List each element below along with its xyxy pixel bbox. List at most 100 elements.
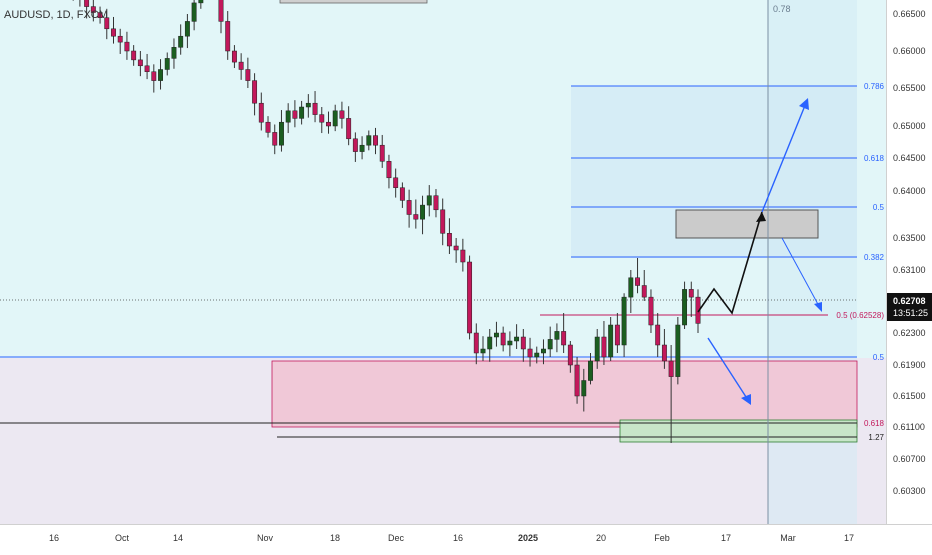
candle-body (393, 177, 399, 188)
candle-body (346, 118, 352, 140)
candle-body (272, 132, 278, 146)
candle-body (520, 336, 526, 350)
candle-body (218, 0, 224, 22)
bullish-arrowhead (799, 98, 809, 110)
fib-lower-label: 1.27 (868, 433, 884, 442)
candle-body (574, 364, 580, 397)
candle-body (621, 296, 627, 346)
demand-zone (271, 360, 858, 428)
candle-body (641, 285, 647, 298)
price-tick-label: 0.64500 (893, 153, 926, 163)
candle-body (487, 336, 493, 350)
candle-body (581, 380, 587, 397)
candle-body (117, 35, 123, 43)
price-tag-countdown: 13:51:25 (893, 308, 928, 318)
candle-body (440, 209, 446, 234)
candle-body (332, 110, 338, 127)
candle-body (493, 332, 499, 338)
bearish-arrowhead (741, 394, 751, 405)
time-tick-label: 14 (173, 533, 183, 543)
retracement-arrow (781, 237, 821, 309)
price-tick-label: 0.61500 (893, 391, 926, 401)
resistance-zone (675, 209, 819, 239)
candle-body (97, 12, 103, 18)
price-tick-label: 0.60300 (893, 486, 926, 496)
candle-body (541, 348, 546, 354)
candle-body (319, 114, 325, 123)
top-box (279, 0, 428, 4)
price-tag-value: 0.62708 (893, 296, 926, 306)
candle-body (90, 6, 96, 13)
candle-body (547, 339, 553, 350)
projection-path (697, 211, 763, 315)
price-tick-label: 0.62300 (893, 328, 926, 338)
candle-body (695, 296, 701, 324)
reference-level-label: 0.5 (0.62528) (836, 311, 884, 320)
candle-body (238, 61, 244, 70)
candle-body (379, 144, 385, 162)
time-tick-label: 17 (721, 533, 731, 543)
candle-body (514, 336, 520, 342)
candle-body (225, 21, 231, 52)
time-tick-label: 20 (596, 533, 606, 543)
candle-body (588, 360, 593, 381)
candle-body (184, 21, 190, 37)
candle-body (245, 69, 251, 81)
candle-body (507, 340, 513, 346)
price-tick-label: 0.63500 (893, 233, 926, 243)
fib-level-label: 0.786 (864, 82, 885, 91)
candle-body (252, 80, 258, 104)
candle-body (158, 69, 163, 81)
candle-body (373, 135, 378, 146)
candle-body (299, 106, 305, 119)
candle-body (144, 65, 150, 72)
price-tick-label: 0.60700 (893, 454, 926, 464)
candle-body (661, 344, 667, 362)
candle-body (554, 331, 560, 340)
candle-body (231, 50, 237, 63)
candle-body (628, 277, 634, 298)
candle-body (279, 121, 284, 146)
candle-body (366, 135, 372, 146)
time-tick-label: Feb (654, 533, 670, 543)
candle-body (178, 35, 184, 48)
time-tick-label: Dec (388, 533, 405, 543)
candle-body (399, 187, 405, 201)
retracement-arrowhead (814, 302, 822, 312)
candle-body (191, 2, 197, 22)
candle-body (292, 110, 298, 119)
candle-body (655, 324, 661, 346)
bearish-arrow (707, 337, 749, 401)
vertical-marker-zone (768, 0, 857, 524)
time-tick-label: Mar (780, 533, 796, 543)
fib-lines: 0.786 0.618 0.5 0.382 0.5 0.618 1.27 (0, 82, 885, 442)
candle-body (285, 110, 291, 123)
candle-body (561, 331, 567, 346)
price-tick-label: 0.63100 (893, 265, 926, 275)
candle-body (312, 102, 318, 115)
fib-level-label: 0.382 (864, 253, 885, 262)
time-tick-label: 2025 (518, 533, 538, 543)
candle-body (359, 144, 365, 152)
candle-body (527, 348, 533, 358)
candle-body (124, 41, 130, 52)
symbol-label: AUDUSD, 1D, FXCM (4, 9, 108, 21)
price-axis[interactable] (887, 0, 932, 524)
candle-body (614, 324, 620, 346)
price-tick-label: 0.65500 (893, 83, 926, 93)
candle-body (480, 348, 486, 354)
fib-lower-label: 0.618 (864, 419, 885, 428)
candle-body (406, 200, 412, 215)
candle-body (111, 28, 116, 37)
time-axis[interactable] (0, 524, 932, 550)
price-tag (887, 293, 932, 321)
candle-body (352, 138, 358, 152)
candle-body (137, 59, 143, 67)
candle-body (473, 332, 479, 354)
candle-body (460, 249, 466, 263)
candle-body (567, 344, 573, 366)
price-tick-label: 0.64000 (893, 186, 926, 196)
price-tick-label: 0.65000 (893, 121, 926, 131)
